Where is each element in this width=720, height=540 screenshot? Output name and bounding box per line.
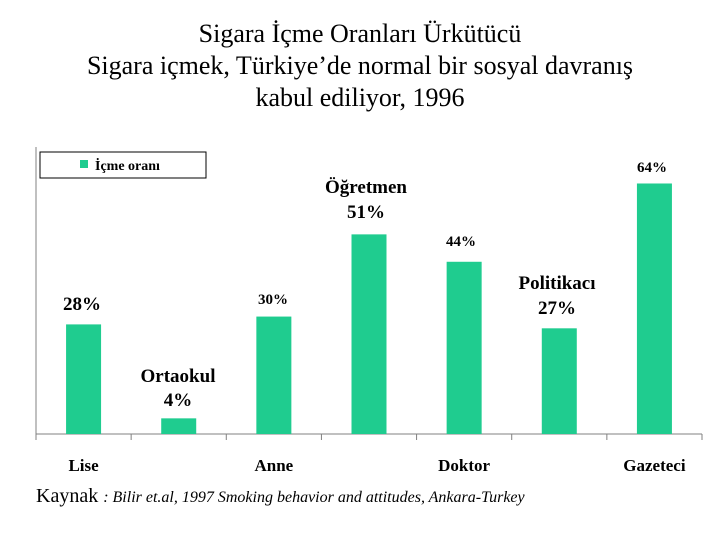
x-tick-label: Doktor [438, 456, 490, 475]
bar-6 [541, 328, 577, 434]
data-label: 28% [63, 294, 101, 315]
bar-2 [161, 418, 197, 434]
bar-1 [66, 324, 102, 434]
data-label: 4% [164, 390, 193, 411]
bar-annotation: Öğretmen [325, 177, 407, 198]
chart-title: Sigara İçme Oranları Ürkütücü Sigara içm… [0, 18, 720, 114]
legend-box [39, 151, 207, 179]
bars [66, 183, 672, 434]
title-line-1: Sigara İçme Oranları Ürkütücü [198, 19, 522, 48]
source-label: Kaynak [36, 485, 99, 507]
data-label: 30% [258, 292, 288, 308]
source-note: Kaynak : Bilir et.al, 1997 Smoking behav… [36, 485, 525, 508]
bar-4 [351, 234, 387, 434]
bar-7 [636, 183, 672, 434]
x-tick-label: Lise [68, 456, 99, 475]
bar-annotation: Ortaokul [141, 366, 216, 387]
data-label: 51% [347, 202, 385, 223]
data-label: 64% [637, 160, 667, 176]
legend-swatch [80, 160, 88, 168]
chart-legend: İçme oranı [39, 151, 207, 179]
x-tick-label: Anne [254, 456, 293, 475]
bar-5 [446, 261, 482, 434]
bar-annotation: Politikacı [518, 273, 595, 294]
title-line-2: Sigara içmek, Türkiye’de normal bir sosy… [86, 51, 634, 80]
x-tick-labels: Lise Anne Doktor Gazeteci [68, 456, 685, 475]
data-label: 44% [446, 234, 476, 250]
source-reference: : Bilir et.al, 1997 Smoking behavior and… [103, 489, 525, 506]
title-line-3: kabul ediliyor, 1996 [255, 83, 465, 112]
data-label: 27% [538, 298, 576, 319]
legend-label: İçme oranı [95, 157, 160, 174]
x-tick-label: Gazeteci [623, 456, 686, 475]
data-labels: 28% Ortaokul 4% 30% Öğretmen 51% 44% Politikacı… [63, 160, 667, 411]
bar-3 [256, 316, 292, 434]
